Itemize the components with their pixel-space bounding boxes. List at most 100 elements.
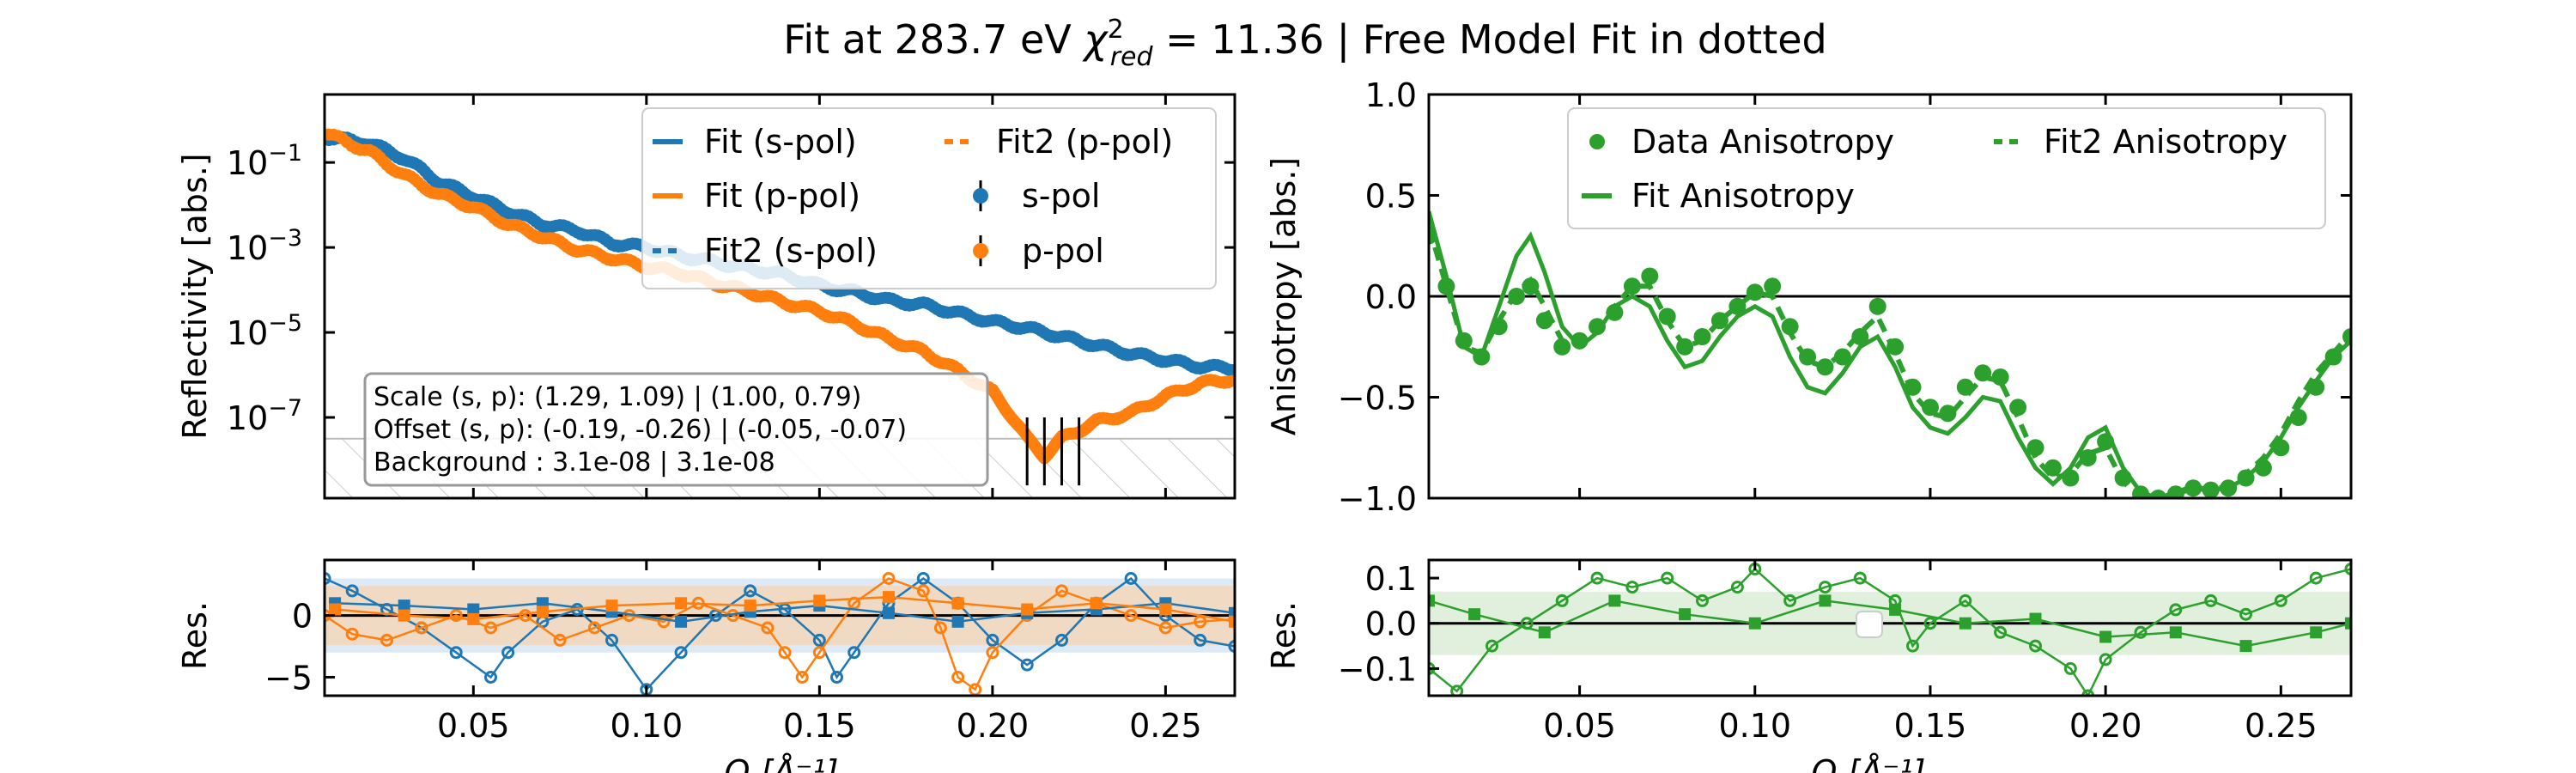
annotation-offset: Offset (s, p): (-0.19, -0.26) | (-0.05, … — [374, 415, 907, 445]
title-chi-sup: 2 — [1108, 15, 1124, 45]
legend-fit2-aniso: Fit2 Anisotropy — [2044, 123, 2287, 161]
residual-p-pol-markers — [325, 572, 1235, 696]
legend-data-aniso: Data Anisotropy — [1631, 123, 1894, 161]
y-tick-label: 10−3 — [227, 225, 302, 267]
residual2-p-pol-marker — [1021, 603, 1034, 616]
residual2-p-pol-marker — [883, 591, 895, 604]
residual-p-pol-marker — [484, 621, 497, 635]
anisotropy-panel: 1.0 0.5 0.0 −0.5 −1.0 — [1338, 76, 2353, 518]
residual2-p-pol-marker — [329, 603, 342, 616]
title-chi-sub: red — [1110, 42, 1154, 72]
residual-s-pol-marker — [848, 646, 861, 660]
p-pol-fit2-line — [325, 131, 1235, 460]
title-chi: χ — [1081, 16, 1109, 63]
residual-p-pol-marker — [415, 621, 428, 635]
residual-s-pol-marker — [986, 633, 999, 647]
residual-p-pol-marker — [812, 646, 826, 660]
y-tick-label: 10−1 — [227, 140, 302, 182]
residual-s-pol-marker — [916, 572, 930, 585]
fit-parameters-annotation: Scale (s, p): (1.29, 1.09) | (1.00, 0.79… — [363, 372, 989, 487]
residual-aniso-marker — [2239, 607, 2252, 621]
title-tail: = 11.36 | Free Model Fit in dotted — [1153, 16, 1827, 64]
residual-aniso-legend-placeholder — [1856, 611, 1883, 638]
residual-aniso-marker — [2081, 689, 2095, 696]
residual-p-pol-marker — [778, 646, 792, 660]
residual-aniso-marker — [1853, 571, 1867, 585]
residual-aniso-ylabel: Res. — [1265, 601, 1303, 670]
legend-fit-aniso: Fit Anisotropy — [1631, 177, 1855, 215]
residual2-p-pol-marker — [467, 612, 480, 625]
residual-aniso-marker — [1625, 581, 1639, 594]
x-tick-label: 0.25 — [1129, 707, 1202, 745]
legend-p-pol: p-pol — [1022, 232, 1104, 270]
axes-frame — [1427, 558, 2353, 697]
reflectivity-legend: Fit (s-pol) Fit (p-pol) Fit2 (s-pol) Fit… — [641, 107, 1217, 289]
residual-aniso-marker — [2134, 625, 2148, 639]
legend-fit2-p: Fit2 (p-pol) — [996, 123, 1173, 161]
residual-aniso-marker — [2099, 653, 2112, 666]
residual-aniso-marker — [1661, 571, 1674, 585]
residual2-p-pol-marker — [675, 597, 688, 610]
x-tick-label: 0.20 — [957, 707, 1030, 745]
residual-p-pol-marker — [1055, 584, 1068, 598]
y-tick-label: 0.5 — [1365, 178, 1417, 216]
residual-aniso-marker — [1819, 581, 1832, 594]
residual-p-pol-marker — [761, 621, 775, 635]
data-anisotropy-point — [1991, 368, 2009, 386]
fit-anisotropy-line — [1429, 210, 2351, 498]
y-tick-label: 0.0 — [1365, 606, 1417, 643]
y-tick-label: 0.1 — [1365, 560, 1417, 598]
data-anisotropy-point — [1868, 297, 1886, 315]
residual2-p-pol-marker — [605, 600, 618, 612]
residual-p-pol-marker — [657, 615, 671, 629]
y-tick-label: −1.0 — [1338, 480, 1417, 518]
residual-aniso-marker — [1590, 571, 1604, 585]
residual-s-pol-marker — [449, 646, 463, 660]
residual-p-pol-marker — [1158, 621, 1172, 635]
data-anisotropy-markers — [1429, 227, 2351, 498]
x-tick-label: 0.20 — [2069, 707, 2142, 745]
figure-title: Fit at 283.7 eV χ2 red = 11.36 | Free Mod… — [783, 15, 1827, 72]
y-tick-label: −0.5 — [1338, 380, 1417, 417]
residual-aniso-marker — [1783, 593, 1797, 607]
annotation-scale: Scale (s, p): (1.29, 1.09) | (1.00, 0.79… — [374, 382, 861, 412]
annotation-background: Background : 3.1e-08 | 3.1e-08 — [374, 447, 775, 478]
residual2-p-pol-marker — [744, 600, 756, 612]
y-tick-label: 10−5 — [227, 310, 302, 352]
legend-fit2-s: Fit2 (s-pol) — [704, 232, 878, 270]
x-tick-label: 0.10 — [1718, 707, 1791, 745]
residual-p-pol-marker — [795, 671, 809, 684]
y-tick-label: −0.1 — [1338, 650, 1417, 688]
residual-s-pol-marker — [484, 671, 497, 684]
residual-p-pol-marker — [986, 646, 999, 660]
residual-p-pol-line — [325, 577, 1235, 691]
fit2-anisotropy-line — [1429, 224, 2351, 498]
residual2-p-pol-marker — [536, 606, 549, 618]
residual2-s-pol-marker — [951, 615, 964, 628]
residual2-p-pol-markers — [329, 591, 1235, 628]
residual-s-pol-marker — [1020, 658, 1034, 672]
y-tick-label: 1.0 — [1365, 76, 1417, 114]
y-tick-label: 0 — [292, 598, 313, 636]
residual-refl-ylabel: Res. — [176, 601, 214, 670]
residual-aniso-xlabel: Q [Å⁻¹] — [1812, 753, 1926, 773]
residual-aniso-marker — [1906, 639, 1919, 653]
x-tick-label: 0.10 — [611, 707, 683, 745]
residual2-s-pol-marker — [467, 603, 480, 616]
x-tick-label: 0.05 — [1543, 707, 1616, 745]
residual-aniso-marker — [1450, 685, 1464, 696]
residual-aniso-marker — [1923, 617, 1937, 630]
residual-refl-xlabel: Q [Å⁻¹] — [725, 753, 839, 773]
residual-p-pol-marker — [916, 584, 930, 598]
residual-p-pol-marker — [587, 621, 601, 635]
data-anisotropy-point — [1922, 399, 1939, 417]
x-tick-label: 0.15 — [783, 707, 856, 745]
residual2-p-pol-marker — [398, 609, 410, 622]
y-tick-label: 0.0 — [1365, 278, 1417, 316]
anisotropy-ylabel: Anisotropy [abs.] — [1265, 157, 1303, 435]
data-anisotropy-point — [1553, 338, 1571, 356]
residual-p-pol-marker — [933, 621, 947, 635]
title-main: Fit at 283.7 eV — [783, 16, 1084, 63]
anisotropy-legend: Data Anisotropy Fit Anisotropy Fit2 Anis… — [1567, 107, 2326, 229]
